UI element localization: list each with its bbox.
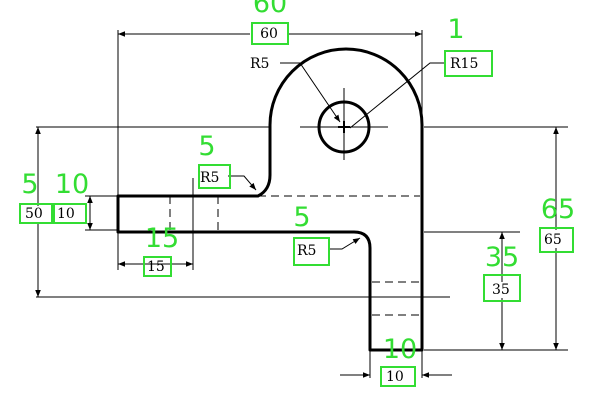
dim-lower-fillet: R5 (297, 243, 316, 259)
anno-top-right: 1 (447, 14, 464, 45)
anno-lower-height: 35 (485, 242, 519, 273)
anno-leg: 10 (383, 334, 417, 365)
dimension-texts: 60 R5 R15 R5 R5 50 10 15 35 65 10 (25, 24, 570, 385)
hole-center-mark (338, 121, 350, 133)
dim-slot-width: 15 (147, 259, 165, 275)
anno-slot: 15 (145, 223, 179, 254)
dim-boss-radius: R15 (450, 56, 478, 72)
dim-lower-height: 35 (492, 282, 510, 298)
dim-hole-radius: R5 (250, 56, 269, 72)
dim-upper-fillet: R5 (200, 170, 219, 186)
anno-top: 60 (253, 0, 287, 19)
anno-left-b: 10 (55, 169, 89, 200)
dim-overall-width: 60 (260, 26, 278, 42)
dim-total-height: 65 (544, 232, 562, 248)
dim-leg-width: 10 (386, 369, 404, 385)
annotation-labels: 60 1 5 10 5 5 15 35 65 10 (21, 0, 575, 365)
hole-circle (317, 100, 371, 154)
annotation-boxes (19, 22, 574, 387)
hidden-lines (169, 195, 420, 316)
dim-left-height: 50 (25, 206, 43, 222)
anno-lower-fillet: 5 (293, 202, 310, 233)
anno-upper-fillet: 5 (198, 131, 215, 162)
dim-arm-thickness: 10 (57, 206, 75, 222)
part-outline (116, 47, 424, 352)
anno-total-height: 65 (541, 194, 575, 225)
anno-left-a: 5 (21, 169, 38, 200)
